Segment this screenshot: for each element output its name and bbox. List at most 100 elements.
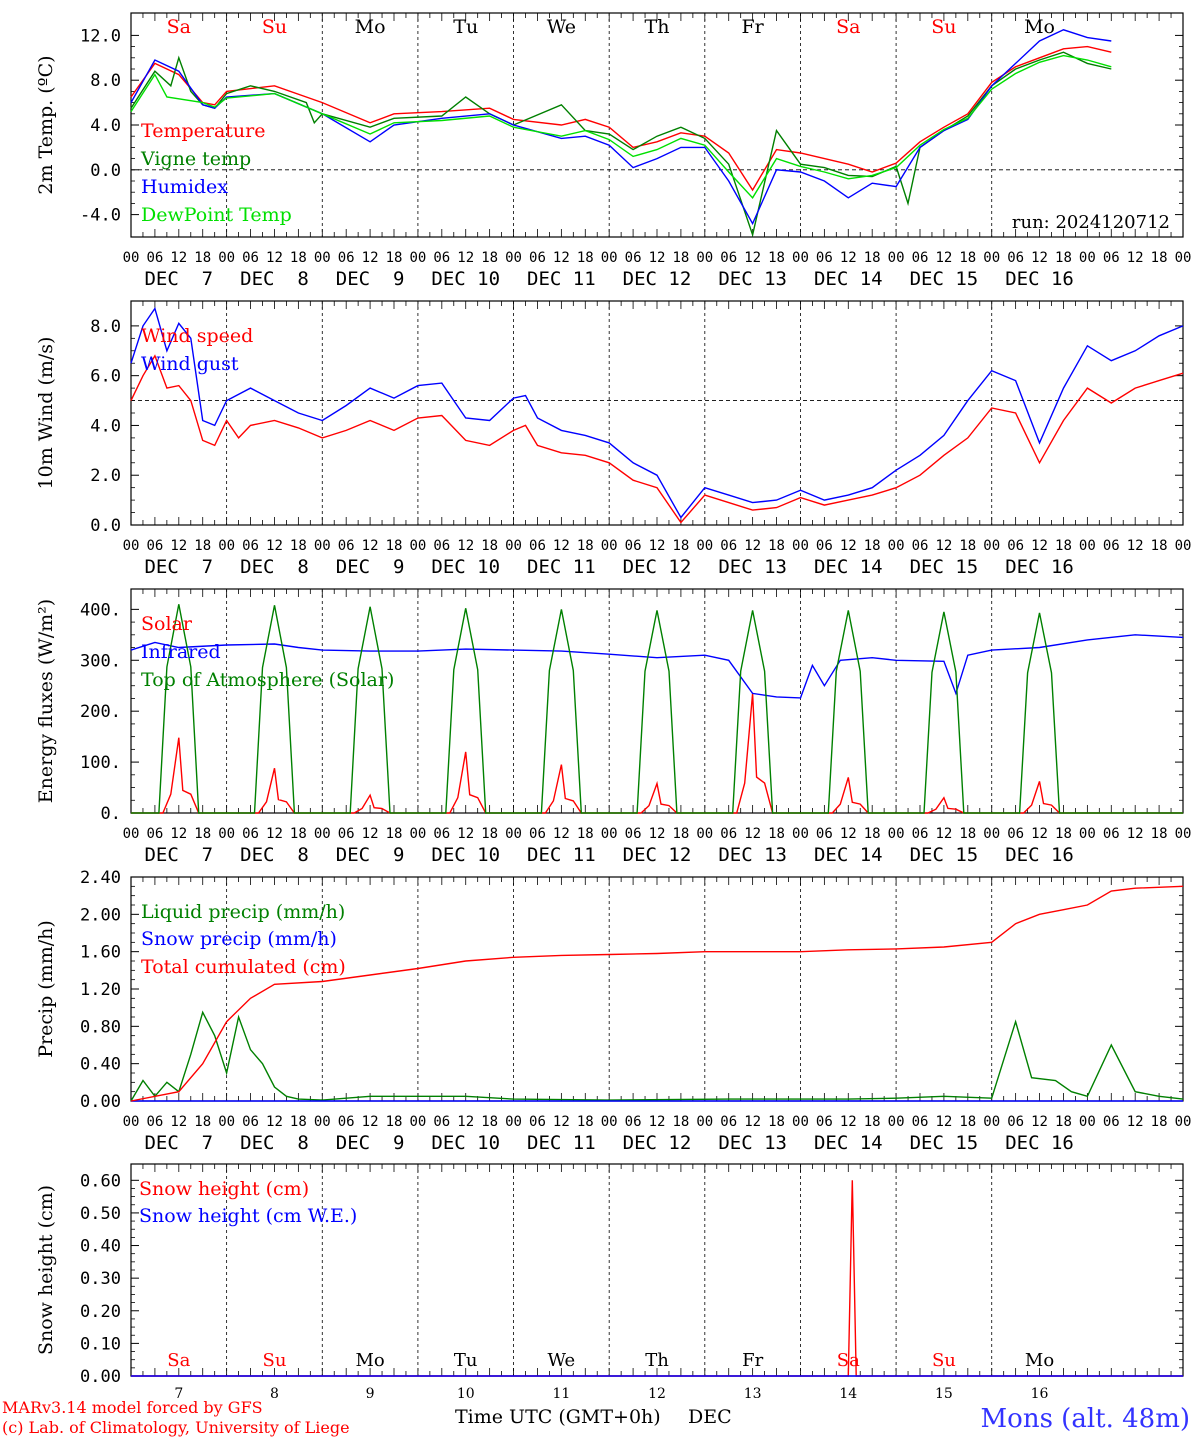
hour-tick-label: 18: [386, 250, 403, 266]
hour-tick-label: 18: [290, 538, 307, 554]
date-label: DEC 12: [623, 1132, 692, 1154]
wind-panel: 0.0 2.0 4.0 6.0 8.0 10m Wind (m/s) Wind speed W…: [35, 300, 1191, 578]
date-label: DEC 15: [910, 844, 979, 866]
hour-tick-label: 12: [553, 538, 570, 554]
temp-y-axis-label: 2m Temp. (ºC): [35, 55, 57, 194]
hour-tick-label: 18: [864, 250, 881, 266]
hour-tick-label: 12: [362, 538, 379, 554]
hour-tick-label: 18: [194, 538, 211, 554]
hour-tick-label: 06: [912, 1114, 929, 1130]
hour-tick-label: 00: [888, 538, 905, 554]
hour-tick-label: 12: [1127, 538, 1144, 554]
hour-tick-label: 00: [505, 826, 522, 842]
day-number-label: 15: [935, 1386, 953, 1402]
y-tick-label: 200.: [80, 702, 121, 722]
hour-tick-label: 00: [1175, 250, 1192, 266]
y-tick-label: 8.0: [90, 71, 121, 91]
hour-tick-label: 12: [362, 826, 379, 842]
hour-tick-label: 12: [1031, 250, 1048, 266]
day-abbr-label: Fr: [742, 1350, 763, 1371]
y-tick-label: 0.60: [80, 1171, 121, 1191]
day-abbr-label: We: [548, 1350, 576, 1371]
hour-tick-label: 00: [888, 826, 905, 842]
y-tick-label: 4.0: [90, 116, 121, 136]
hour-tick-label: 00: [696, 826, 713, 842]
hour-tick-label: 18: [481, 826, 498, 842]
hour-tick-label: 12: [266, 1114, 283, 1130]
hour-tick-label: 06: [1007, 1114, 1024, 1130]
hour-tick-label: 00: [314, 250, 331, 266]
hour-tick-label: 00: [123, 250, 140, 266]
hour-tick-label: 18: [959, 1114, 976, 1130]
date-label: DEC 14: [814, 556, 883, 578]
date-label: DEC 10: [431, 1132, 500, 1154]
y-tick-label: 0.00: [80, 1367, 121, 1387]
day-abbr-label: Mo: [1024, 16, 1055, 38]
legend-entry: Temperature: [141, 120, 265, 142]
date-label: DEC 16: [1005, 844, 1074, 866]
legend-entry: Solar: [141, 613, 193, 635]
date-label: DEC 9: [336, 844, 405, 866]
hour-tick-label: 18: [1151, 1114, 1168, 1130]
day-abbr-label: Su: [932, 1350, 956, 1371]
date-label: DEC 16: [1005, 268, 1074, 290]
hour-tick-label: 00: [792, 826, 809, 842]
hour-tick-label: 06: [338, 250, 355, 266]
hour-tick-label: 12: [1031, 1114, 1048, 1130]
hour-tick-label: 18: [768, 538, 785, 554]
energy-panel: 0. 100. 200. 300. 400. Energy fluxes (W/m²) So…: [35, 588, 1191, 866]
hour-tick-label: 12: [840, 250, 857, 266]
hour-tick-label: 00: [696, 250, 713, 266]
legend-entry: Top of Atmosphere (Solar): [141, 669, 394, 691]
hour-tick-label: 18: [768, 250, 785, 266]
hour-tick-label: 06: [242, 1114, 259, 1130]
day-abbr-label: We: [547, 16, 576, 38]
date-label: DEC 10: [431, 268, 500, 290]
y-tick-label: 2.0: [90, 466, 121, 486]
hour-tick-label: 00: [696, 538, 713, 554]
precip-series-total-cumulated-cm-: [130, 885, 1184, 1102]
hour-tick-label: 00: [1079, 538, 1096, 554]
hour-tick-label: 00: [218, 1114, 235, 1130]
hour-tick-label: 18: [386, 538, 403, 554]
hour-tick-label: 18: [577, 538, 594, 554]
y-tick-label: 12.0: [80, 26, 121, 46]
hour-tick-label: 00: [983, 250, 1000, 266]
y-tick-label: 0.0: [90, 161, 121, 181]
hour-tick-label: 12: [649, 826, 666, 842]
hour-tick-label: 00: [792, 250, 809, 266]
day-abbr-label: Su: [262, 1350, 286, 1371]
day-number-label: 7: [174, 1386, 183, 1402]
legend-entry: Snow height (cm W.E.): [139, 1205, 357, 1227]
date-label: DEC 7: [144, 268, 213, 290]
hour-tick-label: 18: [386, 1114, 403, 1130]
date-label: DEC 11: [527, 1132, 596, 1154]
hour-tick-label: 00: [314, 826, 331, 842]
date-label: DEC 14: [814, 1132, 883, 1154]
date-label: DEC 11: [527, 556, 596, 578]
energy-series-top-of-atmosphere-solar-: [131, 604, 1183, 814]
hour-tick-label: 00: [601, 250, 618, 266]
date-label: DEC 11: [527, 844, 596, 866]
hour-tick-label: 00: [983, 1114, 1000, 1130]
y-tick-label: 100.: [80, 753, 121, 773]
hour-tick-label: 18: [768, 826, 785, 842]
hour-tick-label: 00: [505, 1114, 522, 1130]
hour-tick-label: 12: [649, 250, 666, 266]
day-abbr-label: Mo: [355, 16, 386, 38]
hour-tick-label: 12: [840, 1114, 857, 1130]
hour-tick-label: 18: [577, 1114, 594, 1130]
date-label: DEC 12: [623, 844, 692, 866]
hour-tick-label: 06: [912, 826, 929, 842]
hour-tick-label: 18: [672, 1114, 689, 1130]
hour-tick-label: 06: [529, 538, 546, 554]
hour-tick-label: 06: [242, 250, 259, 266]
hour-tick-label: 00: [696, 1114, 713, 1130]
hour-tick-label: 18: [672, 538, 689, 554]
hour-tick-label: 12: [457, 1114, 474, 1130]
hour-tick-label: 18: [1151, 250, 1168, 266]
hour-tick-label: 12: [266, 250, 283, 266]
hour-tick-label: 06: [720, 250, 737, 266]
hour-tick-label: 06: [816, 538, 833, 554]
